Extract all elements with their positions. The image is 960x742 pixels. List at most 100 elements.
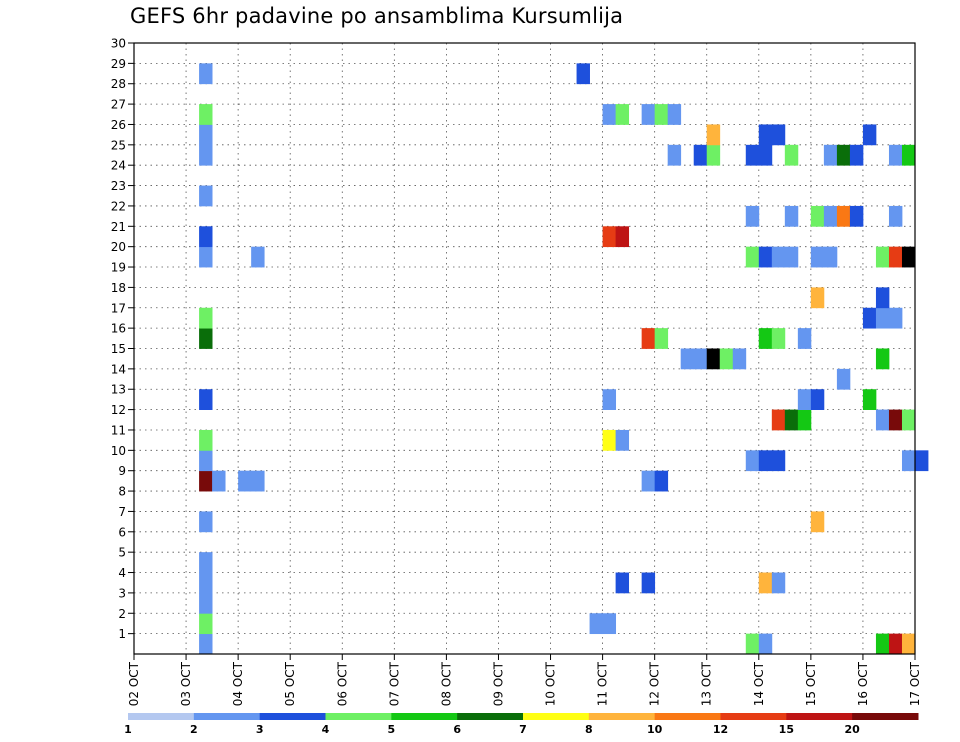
data-cell [771,246,786,268]
legend-swatch [523,713,590,720]
legend-swatch [457,713,524,720]
data-cell [199,429,213,451]
data-cell [758,124,773,146]
data-cell [199,246,213,268]
data-cell [589,613,603,635]
y-tick-label: 23 [111,179,126,193]
y-tick-label: 16 [111,322,126,336]
data-cell [888,409,903,431]
x-tick-label: 11 OCT [596,661,610,706]
legend-label: 15 [779,723,794,736]
data-cell [199,144,213,166]
y-tick-label: 2 [118,607,126,621]
x-tick-label: 04 OCT [231,661,245,706]
data-cell [888,307,903,329]
data-cell [875,409,890,431]
data-cell [784,409,799,431]
data-cell [888,246,903,268]
y-tick-label: 4 [118,566,126,580]
x-tick-label: 03 OCT [179,661,193,706]
data-cell [901,633,916,655]
data-cell [758,246,773,268]
data-cell [615,429,630,451]
data-cell [199,185,213,207]
data-cell [719,348,734,370]
data-cell [875,287,890,309]
y-tick-label: 17 [111,301,126,315]
y-tick-label: 12 [111,403,126,417]
data-cell [693,144,708,166]
data-cell [602,429,617,451]
data-cell [875,348,890,370]
data-cell [615,572,630,594]
data-cell [836,144,851,166]
y-tick-label: 24 [111,159,126,173]
data-cell [199,63,213,85]
y-tick-label: 9 [118,464,126,478]
y-tick-label: 28 [111,77,126,91]
data-cell [667,104,682,125]
data-cell [810,246,825,268]
data-cell [680,348,695,370]
y-tick-label: 29 [111,57,126,71]
x-tick-label: 15 OCT [804,661,818,706]
data-cell [667,144,682,166]
y-tick-label: 21 [111,220,126,234]
data-cell [862,389,877,410]
legend-swatch [588,713,656,720]
data-cell [602,389,617,410]
data-cell [862,307,877,329]
data-cell [771,409,786,431]
data-cell [810,389,825,410]
data-cell [901,246,916,268]
data-cell [706,144,721,166]
y-tick-label: 7 [118,505,126,519]
data-cell [849,144,864,166]
data-cell [199,450,213,472]
x-tick-label: 13 OCT [700,661,714,706]
data-cell [199,613,213,635]
legend-swatch [259,713,326,720]
data-cell [212,470,226,492]
y-tick-label: 6 [118,525,126,539]
data-cell [615,104,630,125]
x-tick-label: 06 OCT [335,661,349,706]
data-cell [888,205,903,227]
data-cell [849,205,864,227]
y-tick-label: 14 [111,362,126,376]
data-cell [602,613,617,635]
data-cell [251,470,265,492]
legend-label: 20 [845,723,861,736]
data-cell [875,246,890,268]
data-cell [745,450,760,472]
legend-swatch [720,713,787,720]
x-tick-label: 05 OCT [283,661,297,706]
data-cell [199,511,213,533]
y-tick-label: 26 [111,118,126,132]
data-cell [810,511,825,533]
data-cell [199,552,213,573]
data-cell [641,572,656,594]
legend-swatch [786,713,853,720]
data-cell [771,328,786,349]
data-cell [771,124,786,146]
legend-swatch [193,713,261,720]
y-tick-label: 8 [118,485,126,499]
data-cell [875,633,890,655]
legend-label: 7 [519,723,527,736]
data-cell [823,144,838,166]
data-cell [654,470,669,492]
data-cell [901,144,916,166]
data-cell [745,205,760,227]
data-cell [693,348,708,370]
y-tick-label: 27 [111,98,126,112]
data-cell [901,450,916,472]
data-cell [576,63,590,85]
x-tick-label: 09 OCT [491,661,505,706]
data-cell [238,470,252,492]
data-cell [823,205,838,227]
data-cell [901,409,916,431]
legend-swatch [325,713,392,720]
data-cell [615,226,630,248]
data-cell [784,246,799,268]
